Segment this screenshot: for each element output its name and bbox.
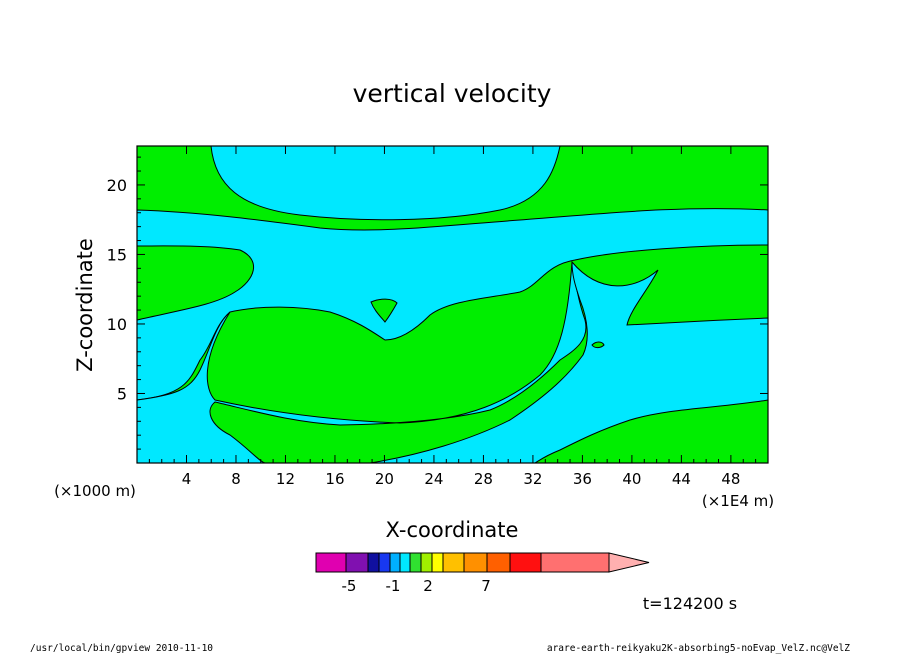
- y-tick-label: 15: [107, 245, 127, 264]
- colorbar-tick-label: 7: [481, 577, 491, 595]
- x-tick-label: 44: [672, 470, 691, 488]
- colorbar: -5 -1 2 7: [315, 552, 650, 595]
- colorbar-cell: [378, 552, 391, 573]
- x-tick-label: 48: [721, 470, 740, 488]
- negative-region-middle: [137, 208, 768, 401]
- colorbar-cell: [409, 552, 422, 573]
- chart-title: vertical velocity: [353, 79, 552, 108]
- colorbar-cell: [367, 552, 380, 573]
- x-tick-label: 36: [573, 470, 592, 488]
- time-label: t=124200 s: [643, 594, 737, 613]
- colorbar-cell: [389, 552, 401, 573]
- y-tick-labels: 5 10 15 20: [107, 176, 127, 404]
- colorbar-cell: [399, 552, 411, 573]
- colorbar-cell: [540, 552, 610, 573]
- x-tick-label: 28: [474, 470, 493, 488]
- colorbar-labels: -5 -1 2 7: [342, 577, 491, 595]
- colorbar-cell: [442, 552, 465, 573]
- colorbar-cell: [486, 552, 511, 573]
- x-unit-right: (×1E4 m): [702, 492, 774, 510]
- x-tick-label: 16: [325, 470, 344, 488]
- x-tick-label: 20: [375, 470, 394, 488]
- colorbar-tick-label: 2: [423, 577, 433, 595]
- positive-island-right: [591, 341, 605, 349]
- footer-left: /usr/local/bin/gpview 2010-11-10: [30, 643, 213, 654]
- plot-frame: [136, 145, 769, 464]
- y-axis: 5 10 15 20 Z-coordinate: [73, 156, 768, 450]
- y-tick-label: 20: [107, 176, 127, 195]
- colorbar-cells: [315, 552, 650, 573]
- x-tick-label: 12: [276, 470, 295, 488]
- x-axis-label: X-coordinate: [386, 518, 519, 542]
- colorbar-cell: [431, 552, 444, 573]
- x-tick-label: 32: [523, 470, 542, 488]
- x-tick-labels: 4 8 12 16 20 24 28 32 36 40 44 48: [182, 470, 741, 488]
- colorbar-tick-label: -1: [386, 577, 401, 595]
- colorbar-cell: [345, 552, 369, 573]
- y-tick-label: 10: [107, 315, 127, 334]
- positive-island-center: [370, 298, 398, 323]
- negative-region-right: [369, 260, 768, 463]
- x-axis: 4 8 12 16 20 24 28 32 36 40 44 48 (×1000 m) (×1E4 m…: [54, 146, 774, 542]
- contour-field: [137, 146, 768, 463]
- y-tick-label: 5: [117, 384, 127, 403]
- x-tick-label: 4: [182, 470, 192, 488]
- x-tick-label: 8: [231, 470, 241, 488]
- colorbar-cell: [315, 552, 347, 573]
- negative-region-top: [210, 146, 561, 221]
- footer-right: arare-earth-reikyaku2K-absorbing5-noEvap…: [547, 643, 850, 654]
- colorbar-arrow: [608, 552, 650, 573]
- colorbar-cell: [420, 552, 433, 573]
- colorbar-cell: [509, 552, 542, 573]
- y-axis-label: Z-coordinate: [73, 238, 97, 372]
- x-unit-left: (×1000 m): [54, 482, 136, 500]
- colorbar-cell: [463, 552, 488, 573]
- y-tick-marks: [137, 156, 768, 450]
- x-tick-label: 24: [424, 470, 443, 488]
- x-tick-label: 40: [622, 470, 641, 488]
- colorbar-tick-label: -5: [342, 577, 357, 595]
- x-tick-marks: [148, 146, 757, 463]
- plot-area: [136, 145, 769, 464]
